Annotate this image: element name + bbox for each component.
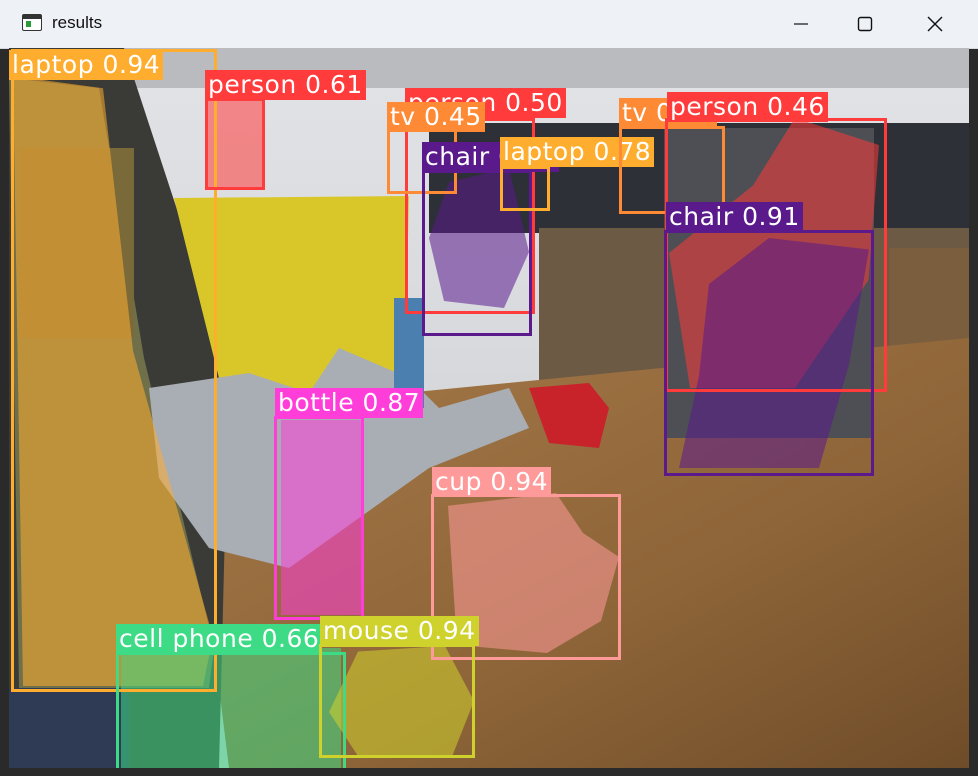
label-person: person 0.46 xyxy=(667,92,828,122)
label-tv: tv 0.45 xyxy=(387,102,485,132)
title-bar[interactable]: results xyxy=(0,0,978,49)
close-button[interactable] xyxy=(900,0,970,48)
label-mouse: mouse 0.94 xyxy=(320,616,479,646)
app-window-icon xyxy=(22,14,42,31)
bbox-laptop[interactable] xyxy=(500,166,550,211)
bbox-cell-phone[interactable] xyxy=(116,652,346,768)
label-cup: cup 0.94 xyxy=(432,467,551,497)
window-title: results xyxy=(52,13,102,33)
minimize-button[interactable] xyxy=(766,0,836,48)
label-bottle: bottle 0.87 xyxy=(275,388,423,418)
maximize-icon xyxy=(857,16,873,32)
label-person: person 0.61 xyxy=(205,70,366,100)
close-icon xyxy=(927,16,943,32)
bbox-bottle[interactable] xyxy=(274,416,364,620)
bbox-laptop[interactable] xyxy=(11,49,217,692)
bbox-person[interactable] xyxy=(205,98,265,190)
detection-result-image: laptop 0.94 person 0.61 person 0.50 tv 0… xyxy=(9,48,969,768)
label-laptop: laptop 0.94 xyxy=(9,50,163,80)
bbox-chair[interactable] xyxy=(664,230,874,476)
bbox-mouse[interactable] xyxy=(319,644,475,758)
maximize-button[interactable] xyxy=(830,0,900,48)
minimize-icon xyxy=(793,16,809,32)
label-cell-phone: cell phone 0.66 xyxy=(116,624,322,654)
label-chair: chair 0.91 xyxy=(666,202,803,232)
